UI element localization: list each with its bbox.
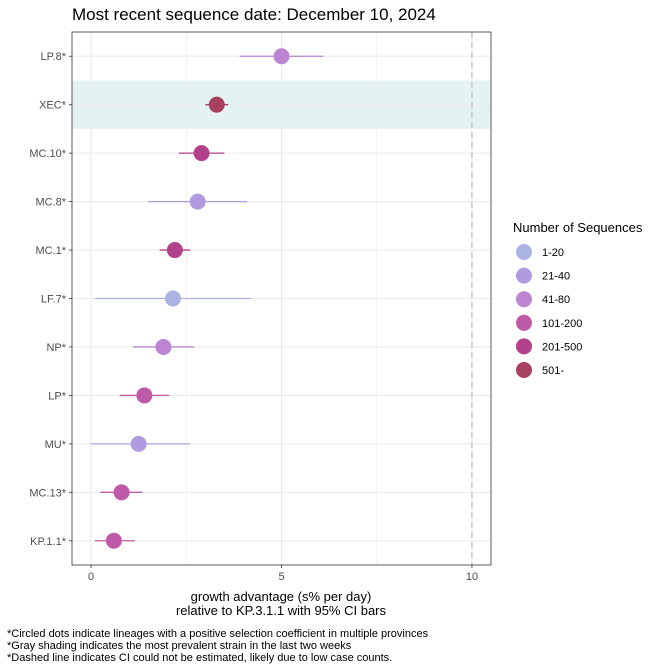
legend-label: 101-200 [542,318,582,330]
footnote-1: *Circled dots indicate lineages with a p… [7,628,429,640]
x-axis-title-line-2: relative to KP.3.1.1 with 95% CI bars [176,603,387,618]
legend-label: 201-500 [542,341,582,353]
legend-key [516,267,532,284]
x-tick-label: 10 [466,571,478,583]
plot-panel: LP.8* XEC* MC.10* MC.8* MC.1* LF.7* NP* LP* MU* M… [29,31,492,583]
y-tick-label: NP* [46,342,66,354]
data-point [136,387,153,404]
legend-label: 1-20 [542,247,564,259]
y-tick-label: MC.10* [29,148,66,160]
data-point [113,484,130,501]
data-point [193,145,210,162]
y-tick-label: MU* [45,439,67,451]
legend-key [516,244,532,260]
y-tick-label: LP.8* [41,51,67,63]
data-point [105,532,122,549]
legend-key [516,314,532,331]
data-point [208,96,225,113]
x-tick-label: 0 [88,571,94,583]
y-tick-label: MC.8* [35,197,66,209]
footnote-3: *Dashed line indicates CI could not be e… [7,652,392,664]
data-point [130,435,147,452]
data-point [155,338,172,355]
y-tick-label: MC.1* [35,245,66,257]
legend-key [516,338,532,355]
y-tick-label: MC.13* [29,487,66,499]
legend: Number of Sequences 1-20 21-40 41-80 101-20… [513,220,643,378]
y-tick-label: LF.7* [41,294,67,306]
data-point [273,48,290,65]
chart-title: Most recent sequence date: December 10, … [72,5,436,24]
y-tick-label: LP* [48,390,66,402]
legend-label: 501- [542,365,564,377]
legend-label: 41-80 [542,294,570,306]
x-tick-label: 5 [278,571,284,583]
legend-key [516,362,532,378]
y-tick-label: KP.1.1* [30,536,67,548]
data-point [164,290,181,307]
y-tick-label: XEC* [39,100,67,112]
legend-key [516,291,532,308]
data-point [166,242,183,259]
legend-label: 21-40 [542,271,570,283]
x-axis-title-line-1: growth advantage (s% per day) [191,589,372,604]
footnote-2: *Gray shading indicates the most prevale… [7,640,352,652]
legend-title: Number of Sequences [513,220,643,235]
data-point [189,193,206,210]
